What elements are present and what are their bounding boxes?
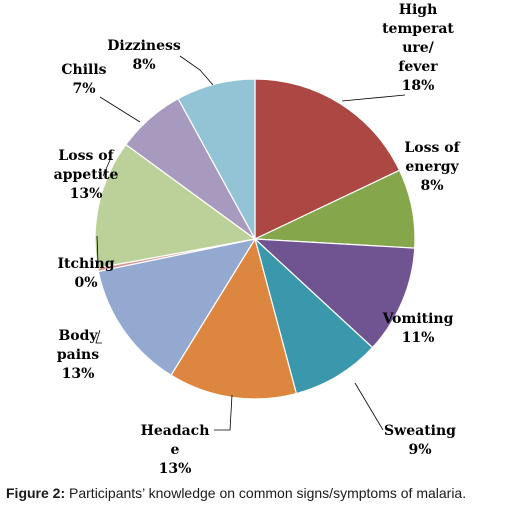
caption-figure-number: Figure 2: [6, 485, 66, 501]
leader-line [102, 159, 111, 177]
slice-label: Chills 7% [61, 62, 106, 97]
pie-slice [94, 143, 257, 269]
pie-slice [254, 78, 401, 240]
leader-line [354, 382, 384, 431]
pie-chart: High temperat ure/fever 18% Loss of energy 8% V… [54, 2, 461, 477]
leader-line [96, 235, 99, 264]
slice-label: Loss of energy 8% [404, 140, 460, 194]
pie-slice [253, 238, 416, 349]
slice-label: Itching 0% [57, 256, 114, 291]
caption-text: Participants’ knowledge on common signs/… [65, 485, 467, 501]
leader-line [341, 94, 406, 102]
leader-lines [95, 55, 406, 431]
slice-labels: High temperat ure/fever 18% Loss of energy 8% V… [54, 2, 461, 477]
leader-line [179, 55, 214, 86]
leader-line [214, 394, 233, 431]
pie-slices [94, 78, 416, 400]
slice-label: Sweating 9% [384, 423, 456, 458]
figure-caption: Figure 2: Participants’ knowledge on com… [6, 485, 466, 501]
slice-label: Body pains 13% [57, 328, 99, 382]
slice-label: High temperat ure/fever 18% [382, 2, 454, 94]
pie-slice [177, 78, 256, 240]
slice-label: Vomiting 11% [382, 311, 454, 346]
slice-label: Dizziness 8% [107, 38, 181, 73]
leader-line [99, 96, 141, 123]
slice-label: Loss of appetite 13% [54, 148, 119, 202]
pie-slice [97, 238, 257, 377]
pie-slice [253, 237, 374, 395]
slice-label: Headach e 13% [141, 423, 210, 477]
leader-line [95, 329, 102, 344]
